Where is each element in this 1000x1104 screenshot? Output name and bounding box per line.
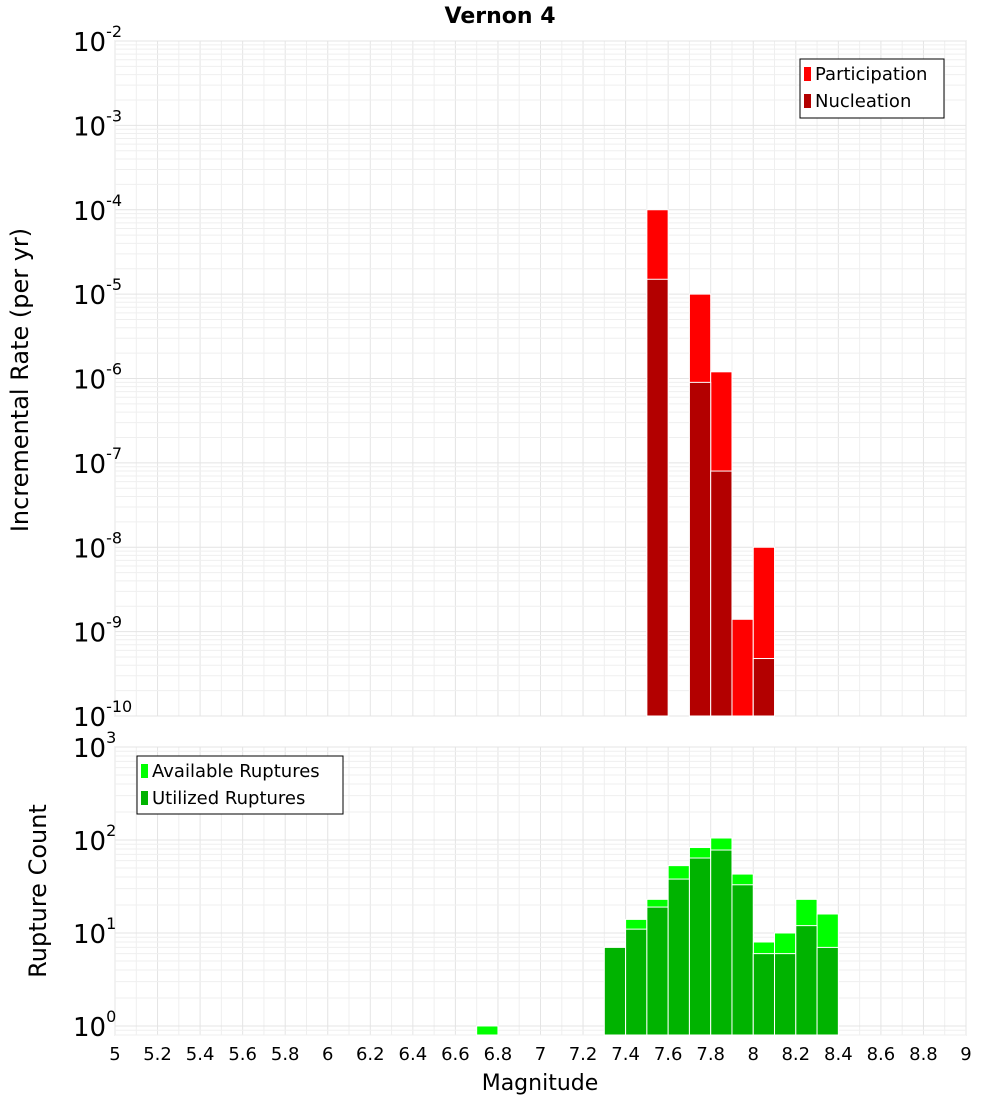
bottom-legend: Available Ruptures Utilized Ruptures bbox=[136, 755, 344, 815]
top-bar-series1 bbox=[731, 618, 754, 717]
legend-box bbox=[136, 755, 344, 815]
legend-swatch bbox=[804, 94, 811, 108]
y-tick-label: 10-2 bbox=[73, 22, 122, 58]
bottom-y-tick-labels: 103 102 101 100 bbox=[73, 728, 116, 1043]
legend-label: Utilized Ruptures bbox=[152, 788, 305, 809]
x-tick-labels: 5 5.2 5.4 5.6 5.8 6 6.2 6.4 6.6 6.8 7 7.2 7.4 7.6 7.8 8… bbox=[109, 1044, 971, 1065]
top-bar-series2 bbox=[646, 278, 669, 717]
x-tick-label: 5.4 bbox=[186, 1044, 215, 1065]
bottom-bar-series2 bbox=[667, 878, 690, 1036]
x-tick-label: 7.6 bbox=[654, 1044, 683, 1065]
top-grid bbox=[114, 40, 967, 717]
top-bar-series2 bbox=[752, 658, 776, 717]
top-legend: Participation Nucleation bbox=[799, 58, 945, 119]
x-tick-label: 6.4 bbox=[399, 1044, 428, 1065]
bottom-bar-series2 bbox=[603, 946, 627, 1036]
legend-swatch bbox=[804, 67, 811, 81]
x-tick-label: 7.4 bbox=[611, 1044, 640, 1065]
top-bar-series2 bbox=[710, 470, 733, 717]
bottom-y-axis-label: Rupture Count bbox=[24, 804, 52, 978]
y-tick-label: 10-3 bbox=[73, 106, 122, 142]
legend-swatch bbox=[141, 764, 148, 778]
bottom-bar-series2 bbox=[774, 953, 797, 1036]
y-tick-label: 10-9 bbox=[73, 613, 122, 649]
x-tick-label: 5 bbox=[109, 1044, 120, 1065]
chart-title: Vernon 4 bbox=[445, 4, 556, 29]
bottom-bar-series2 bbox=[795, 925, 818, 1036]
x-tick-label: 7 bbox=[535, 1044, 546, 1065]
x-tick-label: 6 bbox=[322, 1044, 333, 1065]
y-tick-label: 10-6 bbox=[73, 360, 122, 396]
x-tick-label: 6.2 bbox=[356, 1044, 385, 1065]
y-tick-label: 10-5 bbox=[73, 275, 122, 311]
x-tick-label: 7.2 bbox=[569, 1044, 598, 1065]
bottom-bars bbox=[476, 837, 839, 1036]
top-y-tick-labels: 10-2 10-3 10-4 10-5 10-6 10-7 10-8 10-9 10-10 bbox=[73, 22, 132, 733]
y-tick-label: 10-10 bbox=[73, 697, 132, 733]
x-tick-label: 6.6 bbox=[441, 1044, 470, 1065]
x-tick-label: 7.8 bbox=[696, 1044, 725, 1065]
bottom-bar-series2 bbox=[688, 857, 712, 1036]
legend-label: Participation bbox=[815, 64, 927, 85]
bottom-bar-series2 bbox=[710, 849, 733, 1036]
bottom-bar-series2 bbox=[731, 884, 754, 1036]
bottom-bar-series2 bbox=[646, 906, 669, 1036]
x-tick-label: 5.8 bbox=[271, 1044, 300, 1065]
x-tick-label: 8.8 bbox=[909, 1044, 938, 1065]
x-tick-label: 5.6 bbox=[228, 1044, 257, 1065]
x-tick-label: 8 bbox=[748, 1044, 759, 1065]
top-panel: 10-2 10-3 10-4 10-5 10-6 10-7 10-8 10-9 10-10 In… bbox=[6, 22, 967, 733]
y-tick-label: 10-4 bbox=[73, 191, 122, 227]
legend-label: Nucleation bbox=[815, 91, 911, 112]
y-tick-label: 10-7 bbox=[73, 444, 122, 480]
y-tick-label: 102 bbox=[73, 821, 116, 857]
legend-box bbox=[799, 58, 945, 119]
x-tick-label: 5.2 bbox=[143, 1044, 172, 1065]
x-tick-label: 8.2 bbox=[781, 1044, 810, 1065]
y-tick-label: 10-8 bbox=[73, 528, 122, 564]
top-bar-series2 bbox=[688, 381, 712, 717]
y-tick-label: 100 bbox=[73, 1007, 116, 1043]
top-y-axis-label: Incremental Rate (per yr) bbox=[6, 228, 34, 532]
bottom-bar-series2 bbox=[752, 953, 776, 1036]
y-tick-label: 103 bbox=[73, 728, 116, 764]
top-bars bbox=[646, 209, 776, 717]
x-tick-label: 9 bbox=[960, 1044, 971, 1065]
bottom-bar-series1 bbox=[476, 1025, 499, 1036]
legend-swatch bbox=[141, 791, 148, 805]
x-tick-label: 6.8 bbox=[484, 1044, 513, 1065]
x-tick-label: 8.6 bbox=[867, 1044, 896, 1065]
y-tick-label: 101 bbox=[73, 914, 116, 950]
bottom-bar-series2 bbox=[816, 946, 839, 1036]
x-axis-label: Magnitude bbox=[482, 1071, 599, 1096]
bottom-bar-series2 bbox=[625, 928, 648, 1036]
x-tick-label: 8.4 bbox=[824, 1044, 853, 1065]
legend-label: Available Ruptures bbox=[152, 761, 320, 782]
bottom-panel: 103 102 101 100 Rupture Count Available Rup… bbox=[24, 728, 967, 1043]
